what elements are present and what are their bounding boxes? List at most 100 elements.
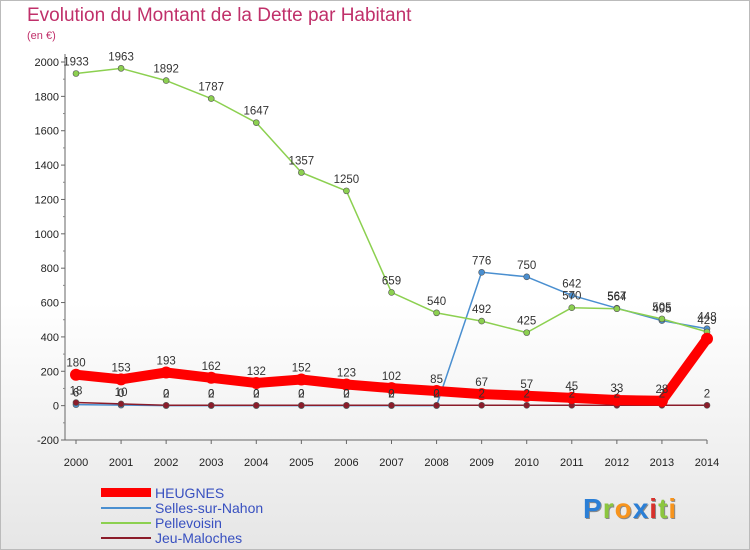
y-tick-label: 1200 xyxy=(35,194,59,206)
logo-letter: i xyxy=(668,493,678,524)
y-tick-label: 800 xyxy=(41,263,59,275)
data-label-heugnes: 28 xyxy=(656,384,669,396)
data-point-heugnes xyxy=(475,388,488,401)
data-point-jeu-maloches xyxy=(343,401,350,409)
data-label-jeu-maloches: 2 xyxy=(163,388,169,400)
data-label-heugnes: 193 xyxy=(157,355,176,367)
data-point-pellevoisin xyxy=(388,289,395,296)
data-label-pellevoisin: 1647 xyxy=(243,106,269,118)
data-label-pellevoisin: 564 xyxy=(607,292,627,304)
data-point-pellevoisin xyxy=(162,77,170,84)
data-label-jeu-maloches: 2 xyxy=(208,388,214,400)
data-point-jeu-maloches xyxy=(162,401,170,409)
data-point-heugnes xyxy=(701,332,713,345)
data-label-pellevoisin: 540 xyxy=(427,296,446,308)
legend-label-selles-sur-nahon: Selles-sur-Nahon xyxy=(155,500,264,516)
data-label-pellevoisin: 1357 xyxy=(289,155,315,167)
data-point-jeu-maloches xyxy=(252,401,260,409)
x-tick-label: 2014 xyxy=(695,457,719,469)
y-tick-label: 2000 xyxy=(35,57,59,69)
data-label-jeu-maloches: 2 xyxy=(569,388,575,400)
data-point-heugnes xyxy=(385,382,398,395)
data-point-pellevoisin xyxy=(298,169,305,176)
data-label-selles-sur-nahon: 0 xyxy=(433,389,439,401)
data-point-pellevoisin xyxy=(433,309,440,317)
data-label-heugnes: 45 xyxy=(565,381,578,393)
y-tick-label: 1000 xyxy=(35,229,59,241)
data-label-pellevoisin: 1963 xyxy=(108,51,134,63)
data-point-jeu-maloches xyxy=(207,401,215,409)
data-label-selles-sur-nahon: 567 xyxy=(607,291,626,303)
data-label-jeu-maloches: 2 xyxy=(253,388,259,400)
data-label-pellevoisin: 570 xyxy=(562,291,581,303)
data-label-pellevoisin: 659 xyxy=(382,275,401,287)
data-label-selles-sur-nahon: 0 xyxy=(253,389,259,401)
data-label-jeu-maloches: 2 xyxy=(659,388,665,400)
data-point-heugnes xyxy=(610,393,623,406)
legend-swatch-selles-sur-nahon xyxy=(101,507,151,509)
data-label-selles-sur-nahon: 0 xyxy=(343,389,349,401)
data-label-selles-sur-nahon: 495 xyxy=(652,304,671,316)
data-label-heugnes: 123 xyxy=(337,368,356,380)
data-label-selles-sur-nahon: 0 xyxy=(163,389,169,401)
data-label-pellevoisin: 1787 xyxy=(198,82,224,94)
data-label-selles-sur-nahon: 776 xyxy=(472,255,491,267)
data-point-pellevoisin xyxy=(207,95,215,102)
chart-title: Evolution du Montant de la Dette par Hab… xyxy=(27,5,412,26)
data-point-jeu-maloches xyxy=(298,401,305,409)
x-tick-label: 2000 xyxy=(64,457,88,469)
y-tick-label: 1800 xyxy=(35,91,59,103)
legend-swatch-pellevoisin xyxy=(101,522,151,524)
y-tick-label: 400 xyxy=(41,332,59,344)
y-tick-label: 200 xyxy=(41,366,59,378)
data-label-jeu-maloches: 2 xyxy=(704,388,710,400)
data-label-jeu-maloches: 2 xyxy=(433,388,439,400)
logo-letter: o xyxy=(614,493,633,524)
axes: -200020040060080010001200140016001800200… xyxy=(35,54,719,469)
data-label-heugnes: 57 xyxy=(520,379,533,391)
legend-label-jeu-maloches: Jeu-Maloches xyxy=(155,530,243,546)
data-label-jeu-maloches: 2 xyxy=(524,388,530,400)
data-label-selles-sur-nahon: 0 xyxy=(118,388,124,400)
data-label-selles-sur-nahon: 750 xyxy=(517,260,536,272)
data-label-pellevoisin: 425 xyxy=(517,316,536,328)
data-label-heugnes: 162 xyxy=(202,361,221,373)
data-point-heugnes xyxy=(520,389,533,402)
data-label-jeu-maloches: 2 xyxy=(298,388,304,400)
x-tick-label: 2006 xyxy=(334,457,358,469)
data-label-jeu-maloches: 2 xyxy=(614,388,620,400)
x-tick-label: 2007 xyxy=(379,457,403,469)
x-tick-label: 2005 xyxy=(289,457,313,469)
data-label-jeu-maloches: 18 xyxy=(70,386,83,398)
data-label-heugnes: 33 xyxy=(610,383,623,395)
logo-letter: r xyxy=(602,493,615,524)
logo-letter: i xyxy=(649,493,659,524)
data-label-pellevoisin: 429 xyxy=(697,315,716,327)
data-label-heugnes: 152 xyxy=(292,363,311,375)
data-point-pellevoisin xyxy=(252,119,260,126)
data-label-heugnes: 85 xyxy=(430,374,443,386)
logo-letter: x xyxy=(632,493,650,524)
data-point-selles-sur-nahon xyxy=(568,292,576,299)
data-label-heugnes: 102 xyxy=(382,371,401,383)
data-point-jeu-maloches xyxy=(117,400,125,408)
data-point-pellevoisin xyxy=(658,315,666,323)
logo-letter: P xyxy=(583,493,603,524)
logo-letter: t xyxy=(658,493,669,524)
x-tick-label: 2001 xyxy=(109,457,133,469)
data-point-pellevoisin xyxy=(523,329,531,336)
data-point-heugnes xyxy=(430,385,443,398)
data-point-heugnes xyxy=(70,368,82,381)
data-point-heugnes xyxy=(250,376,263,389)
data-label-pellevoisin: 505 xyxy=(652,302,671,314)
data-point-heugnes xyxy=(565,391,578,404)
data-label-heugnes: 132 xyxy=(247,366,266,378)
data-label-selles-sur-nahon: 642 xyxy=(562,278,581,290)
data-point-heugnes xyxy=(205,371,218,384)
proxiti-logo: Proxiti xyxy=(583,493,677,525)
data-point-heugnes xyxy=(295,373,308,386)
data-point-pellevoisin xyxy=(613,305,621,313)
x-tick-label: 2002 xyxy=(154,457,178,469)
